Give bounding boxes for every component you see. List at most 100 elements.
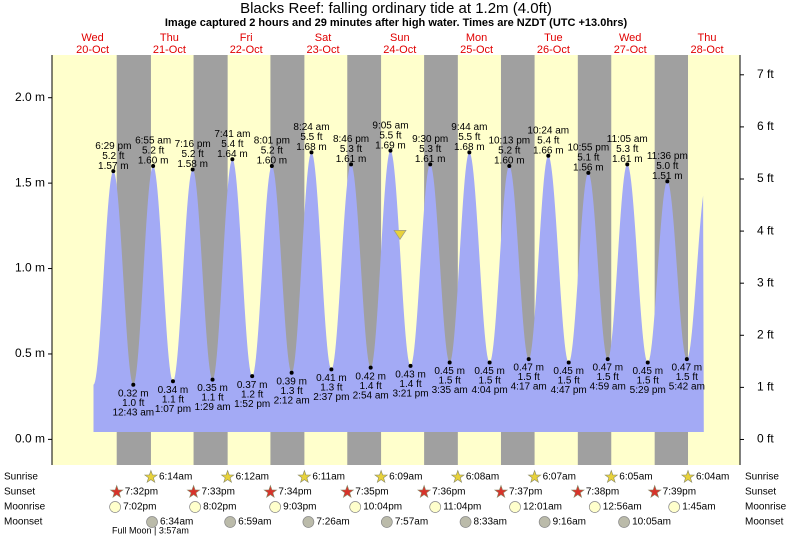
tide-label: 1.58 m xyxy=(177,159,208,170)
moonset-icon xyxy=(302,516,315,528)
sunset-time: 7:37pm xyxy=(509,487,542,498)
tide-label: 9:05 am xyxy=(372,120,408,131)
tide-point xyxy=(428,162,433,167)
tide-label: 0.32 m xyxy=(118,388,149,399)
sunset-icon xyxy=(186,484,201,499)
tide-point xyxy=(289,370,294,375)
tide-label: 5.3 ft xyxy=(616,144,638,155)
sunrise-time: 6:11am xyxy=(312,472,345,483)
sunrise-time: 6:08am xyxy=(466,472,499,483)
tide-point xyxy=(269,164,274,169)
day-date: 20-Oct xyxy=(76,44,109,56)
row-label: Moonset xyxy=(4,517,43,528)
tide-label: 0.34 m xyxy=(158,385,189,396)
tide-label: 5.2 ft xyxy=(498,146,520,157)
moonset-icon xyxy=(224,516,236,528)
sunrise-time: 6:14am xyxy=(159,472,192,483)
day-weekday: Fri xyxy=(240,32,253,44)
sunrise-icon xyxy=(374,469,389,484)
tide-point xyxy=(507,164,512,169)
tide-label: 10:24 am xyxy=(527,125,569,136)
tide-area xyxy=(93,150,704,432)
tide-label: 6:55 am xyxy=(135,136,171,147)
moonrise-icon xyxy=(588,501,601,513)
tide-point xyxy=(230,157,235,162)
tide-label: 3:35 am xyxy=(432,385,468,396)
tide-point xyxy=(368,365,373,370)
tide-point xyxy=(408,363,413,368)
tide-point xyxy=(170,379,175,384)
tide-label: 1.68 m xyxy=(296,142,327,153)
moonset-icon xyxy=(146,516,158,528)
day-date: 23-Oct xyxy=(306,44,339,56)
sunrise-icon xyxy=(143,469,158,484)
chart-title: Blacks Reef: falling ordinary tide at 1.… xyxy=(240,0,552,17)
tide-label: 1.1 ft xyxy=(201,393,223,404)
y-tick-label: 1.0 m xyxy=(15,261,45,275)
moonrise-icon xyxy=(109,501,121,513)
tide-label: 1.5 ft xyxy=(558,376,580,387)
moonrise-time: 12:56am xyxy=(603,502,642,513)
tide-label: 0.47 m xyxy=(672,363,703,374)
moonrise-time: 9:03pm xyxy=(283,502,316,513)
y-tick-label: 1.5 m xyxy=(15,175,45,189)
y-tick-label: 2.0 m xyxy=(15,90,45,104)
tide-label: 1.68 m xyxy=(454,142,485,153)
y-tick-label: 0.5 m xyxy=(15,346,45,360)
moonset-time: 7:57am xyxy=(395,517,428,528)
moonrise-icon xyxy=(668,501,681,513)
row-label: Sunrise xyxy=(4,472,38,483)
tide-label: 1.5 ft xyxy=(439,376,461,387)
tide-label: 9:44 am xyxy=(451,122,487,133)
tide-label: 1:29 am xyxy=(194,402,230,413)
tide-point xyxy=(329,367,334,372)
tide-label: 7:41 am xyxy=(214,129,250,140)
moonset-time: 8:33am xyxy=(474,517,507,528)
tide-label: 1.64 m xyxy=(217,149,248,160)
moonset-icon xyxy=(538,516,551,528)
tide-label: 9:30 pm xyxy=(412,134,448,145)
tide-label: 1:07 pm xyxy=(155,404,191,415)
sunrise-icon xyxy=(220,469,235,484)
y2-tick-label: 7 ft xyxy=(757,67,774,81)
moonset-time: 6:59am xyxy=(238,517,271,528)
tide-label: 0.45 m xyxy=(632,366,663,377)
day-date: 22-Oct xyxy=(230,44,263,56)
sunset-icon xyxy=(417,484,432,499)
tide-label: 1.56 m xyxy=(573,163,604,174)
tide-label: 4:47 pm xyxy=(551,385,587,396)
tide-point xyxy=(131,382,136,387)
tide-point xyxy=(349,162,354,167)
moonrise-icon xyxy=(429,501,442,513)
tide-label: 0.45 m xyxy=(474,366,505,377)
tide-label: 0.37 m xyxy=(237,380,268,391)
sunrise-icon xyxy=(604,469,619,484)
moonrise-time: 8:02pm xyxy=(203,502,236,513)
sunset-time: 7:39pm xyxy=(663,487,696,498)
tide-label: 2:54 am xyxy=(353,390,389,401)
tide-label: 1.5 ft xyxy=(478,376,500,387)
row-label: Moonset xyxy=(745,517,784,528)
moonrise-time: 10:04pm xyxy=(363,502,402,513)
tide-label: 2:37 pm xyxy=(313,392,349,403)
tide-label: 5.2 ft xyxy=(182,149,204,160)
sunrise-icon xyxy=(680,469,696,484)
y2-tick-label: 3 ft xyxy=(757,275,774,289)
sunset-icon xyxy=(109,484,124,499)
tide-label: 1.66 m xyxy=(533,145,564,156)
tide-label: 0.47 m xyxy=(592,363,623,374)
sunrise-icon xyxy=(297,469,312,484)
tide-label: 1:52 pm xyxy=(234,399,270,410)
tide-label: 1.5 ft xyxy=(597,372,619,383)
tide-label: 0.47 m xyxy=(513,363,544,374)
tide-point xyxy=(111,169,116,174)
sunset-icon xyxy=(647,484,662,499)
row-label: Sunset xyxy=(745,487,776,498)
tide-point xyxy=(210,377,215,382)
moonrise-time: 7:02pm xyxy=(123,502,156,513)
y2-tick-label: 0 ft xyxy=(757,432,774,446)
row-label: Moonrise xyxy=(745,502,787,513)
tide-label: 1.60 m xyxy=(494,156,525,167)
moonset-time: 9:16am xyxy=(553,517,586,528)
